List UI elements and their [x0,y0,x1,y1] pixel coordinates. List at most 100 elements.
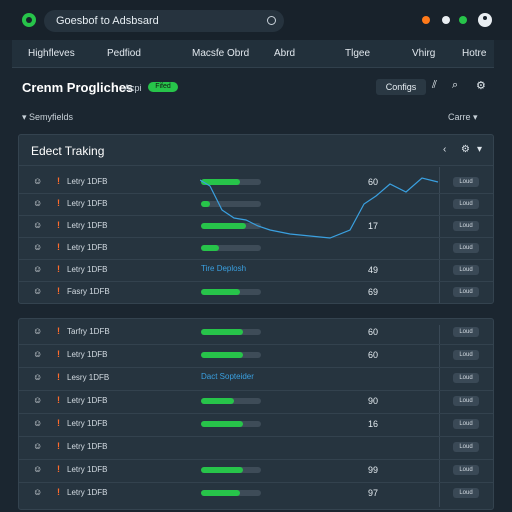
table-row[interactable]: ☺! Fasry 1DFB 69 Loud [19,283,493,301]
alert-icon: ! [57,464,60,474]
table-row[interactable]: ☺! Letry 1DFB Loud [19,239,493,257]
nav-item-7[interactable]: Hotre [462,48,487,59]
progress-bar [201,490,261,496]
nav-item-5[interactable]: Tlgee [345,48,371,59]
alert-icon: ! [57,286,60,296]
row-badge[interactable]: Loud [453,177,479,187]
filter-right[interactable]: Carre ▾ [448,112,478,122]
row-icon: ☺ [33,242,43,252]
row-badge[interactable]: Loud [453,396,479,406]
nav-item-2[interactable]: Pedfiod [107,48,141,59]
row-badge[interactable]: Loud [453,419,479,429]
row-icon: ☺ [33,198,43,208]
row-value: 97 [368,488,379,498]
row-badge[interactable]: Loud [453,350,479,360]
alert-icon: ! [57,264,60,274]
table-row[interactable]: ☺! Letry 1DFB Loud [19,438,493,456]
row-name: Letry 1DFB [67,199,108,208]
search-bar[interactable]: Goesbof to Adsbsard [44,10,284,32]
row-name: Letry 1DFB [67,442,108,451]
table-row[interactable]: ☺! Letry 1DFB 97 Loud [19,484,493,502]
filter-left[interactable]: ▾ Semyfields [22,112,74,122]
avatar[interactable] [478,13,492,27]
row-divider [19,459,493,460]
row-icon: ☺ [33,264,43,274]
row-badge[interactable]: Loud [453,221,479,231]
row-value: 69 [368,287,379,297]
online-dot[interactable] [459,16,467,24]
filter-icon[interactable]: ⫽ [432,79,437,91]
row-badge[interactable]: Loud [453,327,479,337]
search-icon[interactable] [267,16,276,25]
progress-bar [201,201,261,207]
row-badge[interactable]: Loud [453,265,479,275]
progress-bar [201,329,261,335]
notification-dot[interactable] [422,16,430,24]
table-row[interactable]: ☺! Lesry 1DFB Dact Sopteider Loud [19,369,493,387]
chevron-down-icon[interactable]: ▾ [477,144,483,155]
row-icon: ☺ [33,176,43,186]
row-divider [19,390,493,391]
table-row[interactable]: ☺! Tarfry 1DFB 60 Loud [19,323,493,341]
row-divider [19,482,493,483]
logo-icon[interactable] [22,13,36,27]
row-name: Letry 1DFB [67,221,108,230]
table-row[interactable]: ☺! Letry 1DFB 16 Loud [19,415,493,433]
table-row[interactable]: ☺! Letry 1DFB 60 Loud [19,346,493,364]
table-row[interactable]: ☺! Letry 1DFB Tire Deplosh 49 Loud [19,261,493,279]
row-badge[interactable]: Loud [453,488,479,498]
table-row[interactable]: ☺! Letry 1DFB Loud [19,195,493,213]
settings-icon[interactable]: ⚙ [461,144,470,155]
row-name: Letry 1DFB [67,265,108,274]
table-row[interactable]: ☺! Letry 1DFB 90 Loud [19,392,493,410]
progress-bar [201,245,261,251]
row-badge[interactable]: Loud [453,373,479,383]
row-badge[interactable]: Loud [453,287,479,297]
alert-icon: ! [57,326,60,336]
row-name: Letry 1DFB [67,465,108,474]
nav-item-1[interactable]: Highfleves [28,48,75,59]
row-badge[interactable]: Loud [453,442,479,452]
progress-fill [201,329,243,335]
alert-icon: ! [57,441,60,451]
row-icon: ☺ [33,372,43,382]
table-row[interactable]: ☺! Letry 1DFB 60 Loud [19,173,493,191]
row-note[interactable]: Dact Sopteider [201,372,254,381]
table-row[interactable]: ☺! Letry 1DFB 99 Loud [19,461,493,479]
nav-item-4[interactable]: Abrd [274,48,296,59]
tracking-panel: Edect Traking ‹ ⚙ ▾ ☺! Letry 1DFB 60 Loud ☺!… [18,134,494,304]
status-dot[interactable] [442,16,450,24]
nav-item-6[interactable]: Vhirg [412,48,436,59]
row-name: Letry 1DFB [67,243,108,252]
search-input[interactable]: Goesbof to Adsbsard [56,15,159,27]
row-badge[interactable]: Loud [453,465,479,475]
status-badge: Fifed [148,82,178,92]
page-title: Crenm Progliches [22,80,134,95]
search-icon[interactable]: ⌕ [452,79,459,91]
alert-icon: ! [57,242,60,252]
table-row[interactable]: ☺! Letry 1DFB 17 Loud [19,217,493,235]
chevron-left-icon[interactable]: ‹ [443,144,447,155]
row-badge[interactable]: Loud [453,199,479,209]
row-name: Letry 1DFB [67,488,108,497]
alert-icon: ! [57,395,60,405]
row-name: Letry 1DFB [67,419,108,428]
alert-icon: ! [57,198,60,208]
row-divider [19,344,493,345]
row-name: Letry 1DFB [67,396,108,405]
settings-icon[interactable]: ⚙ [476,80,486,92]
nav-item-3[interactable]: Macsfe Obrd [192,48,250,59]
configure-button[interactable]: Configs [376,79,426,95]
progress-bar [201,179,261,185]
row-badge[interactable]: Loud [453,243,479,253]
progress-fill [201,467,243,473]
row-divider [19,367,493,368]
progress-bar [201,421,261,427]
alert-icon: ! [57,349,60,359]
row-note[interactable]: Tire Deplosh [201,264,247,273]
row-name: Fasry 1DFB [67,287,110,296]
row-value: 60 [368,350,379,360]
progress-fill [201,245,219,251]
row-icon: ☺ [33,220,43,230]
row-name: Tarfry 1DFB [67,327,110,336]
